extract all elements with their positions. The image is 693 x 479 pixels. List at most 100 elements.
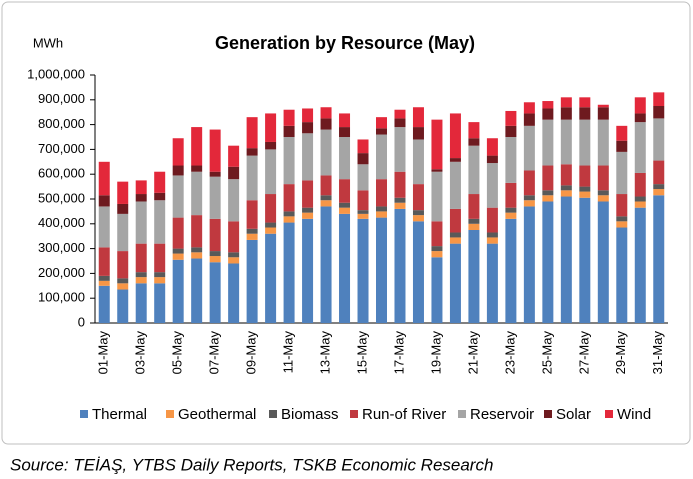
bar-segment — [486, 163, 498, 208]
legend-label: Biomass — [281, 406, 339, 423]
bar-segment — [228, 179, 240, 222]
bar-segment — [172, 175, 184, 218]
bar-segment — [560, 190, 572, 197]
legend-label: Thermal — [92, 406, 147, 423]
bar-segment — [616, 140, 628, 152]
bar-segment — [98, 275, 110, 281]
bar-segment — [302, 122, 314, 134]
legend-swatch — [350, 410, 358, 418]
bar-segment — [302, 212, 314, 219]
bar-segment — [191, 215, 203, 248]
bar-segment — [98, 285, 110, 323]
bar-segment — [542, 190, 554, 196]
bar-segment — [394, 109, 406, 119]
bar-segment — [449, 113, 461, 159]
bar-segment — [394, 127, 406, 172]
bar-segment — [579, 186, 591, 192]
bar-segment — [117, 251, 129, 279]
bar-segment — [357, 213, 369, 219]
bar-segment — [431, 257, 443, 323]
x-tick-label: 09-May — [244, 331, 259, 375]
bar-segment — [117, 283, 129, 290]
x-tick-label: 15-May — [354, 331, 369, 375]
bar-segment — [634, 207, 646, 323]
bar-segment — [412, 107, 424, 128]
bar-segment — [505, 207, 517, 213]
bar-segment — [505, 212, 517, 219]
bar-segment — [394, 202, 406, 209]
x-tick-label: 17-May — [391, 331, 406, 375]
bar-segment — [560, 97, 572, 108]
bar-segment — [320, 206, 332, 323]
bar-segment — [505, 110, 517, 126]
y-tick-label: 700,000 — [38, 141, 85, 156]
y-tick-label: 400,000 — [38, 215, 85, 230]
bar-segment — [597, 165, 609, 191]
bar-segment — [246, 155, 258, 201]
bar-segment — [597, 119, 609, 166]
bar-segment — [302, 108, 314, 123]
bar-segment — [560, 196, 572, 323]
bar-segment — [172, 259, 184, 323]
bar-segment — [412, 215, 424, 222]
y-tick-label: 500,000 — [38, 190, 85, 205]
bar-segment — [634, 196, 646, 202]
x-tick-label: 05-May — [170, 331, 185, 375]
bar-segment — [616, 125, 628, 141]
bar-segment — [357, 139, 369, 154]
bar-segment — [505, 125, 517, 137]
bar-segment — [523, 113, 535, 126]
bar-segment — [634, 122, 646, 173]
x-tick-label: 19-May — [428, 331, 443, 375]
bar-segment — [394, 197, 406, 203]
bar-segment — [431, 119, 443, 170]
y-tick-label: 600,000 — [38, 166, 85, 181]
bar-segment — [135, 277, 147, 284]
bar-segment — [486, 237, 498, 244]
bar-segment — [339, 213, 351, 323]
bar-segment — [431, 169, 443, 172]
bar-segment — [376, 206, 387, 212]
bar-segment — [468, 218, 480, 224]
bar-segment — [449, 161, 461, 209]
bar-segment — [653, 118, 665, 161]
bar-segment — [191, 247, 203, 253]
bar-segment — [339, 137, 351, 180]
bar-segment — [597, 201, 609, 323]
bar-segment — [98, 247, 110, 276]
bar-segment — [209, 176, 221, 219]
bar-segment — [376, 128, 387, 135]
bar-segment — [449, 158, 461, 162]
bar-segment — [579, 119, 591, 166]
bar-segment — [246, 233, 258, 240]
bar-segment — [357, 153, 369, 165]
bar-segment — [542, 165, 554, 191]
bar-segment — [523, 102, 535, 114]
bar-segment — [135, 243, 147, 273]
bar-segment — [265, 227, 277, 234]
y-tick-label: 300,000 — [38, 240, 85, 255]
bar-segment — [486, 207, 498, 233]
bar-segment — [523, 200, 535, 207]
bar-segment — [154, 277, 166, 284]
bar-segment — [560, 164, 572, 186]
y-tick-label: 900,000 — [38, 91, 85, 106]
bar-segment — [560, 119, 572, 165]
bar-segment — [172, 248, 184, 254]
bar-segment — [228, 166, 240, 180]
bar-segment — [468, 145, 480, 195]
bar-segment — [246, 148, 258, 156]
bar-segment — [357, 190, 369, 211]
bar-segment — [117, 181, 129, 204]
bar-segment — [228, 252, 240, 258]
bar-segment — [616, 194, 628, 217]
bar-segment — [265, 222, 277, 228]
x-tick-label: 23-May — [502, 331, 517, 375]
bar-segment — [486, 155, 498, 164]
bar-segment — [98, 195, 110, 207]
bar-segment — [117, 278, 129, 284]
bar-segment — [246, 117, 258, 149]
bar-segment — [172, 138, 184, 166]
bar-segment — [376, 217, 387, 323]
bar-segment — [468, 122, 480, 139]
